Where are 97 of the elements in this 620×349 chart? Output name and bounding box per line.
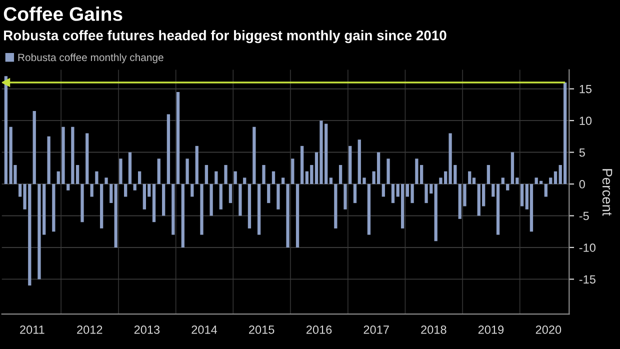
bar <box>282 178 285 184</box>
bar <box>47 136 50 184</box>
y-tick-label: 5 <box>579 148 585 157</box>
x-tick-label: 2015 <box>249 326 274 334</box>
bar <box>110 184 113 204</box>
bar <box>486 164 490 184</box>
bar <box>400 184 404 228</box>
y-tick-label: -15 <box>579 275 596 284</box>
x-tick-label: 2017 <box>364 326 389 334</box>
x-tick-label: 2011 <box>20 326 44 334</box>
bar <box>133 184 136 190</box>
bar <box>344 184 347 210</box>
y-tick-label: 10 <box>580 116 592 125</box>
bar <box>128 152 132 184</box>
chart-subtitle: Robusta coffee futures headed for biggest monthly gain since 2010 <box>4 30 446 44</box>
bar <box>162 184 166 216</box>
bar <box>238 184 242 216</box>
bar <box>104 178 108 184</box>
chart-title: Coffee Gains <box>4 6 122 21</box>
bar <box>468 171 472 184</box>
bar <box>80 184 84 222</box>
bar <box>224 164 228 184</box>
bar <box>186 158 189 184</box>
bar <box>382 184 385 197</box>
bar <box>214 171 218 184</box>
bar <box>276 184 280 210</box>
bar <box>329 178 333 184</box>
bar <box>530 184 534 232</box>
bar <box>86 133 89 184</box>
bar <box>296 184 300 248</box>
bar <box>267 184 270 204</box>
bar <box>100 184 104 228</box>
bar <box>272 171 276 184</box>
bar <box>348 146 352 184</box>
bar <box>119 158 122 184</box>
bar <box>334 184 338 228</box>
bar <box>210 184 213 216</box>
bar <box>124 184 128 197</box>
bar <box>501 178 504 184</box>
bar <box>71 126 74 184</box>
bar <box>376 152 380 184</box>
bar <box>200 184 204 235</box>
bar <box>257 184 261 235</box>
bar <box>181 184 184 248</box>
bar <box>190 184 194 197</box>
bar <box>386 158 390 184</box>
bar <box>114 184 118 248</box>
bar <box>506 184 510 190</box>
bar <box>367 184 371 235</box>
y-tick-label: 0 <box>579 180 585 188</box>
bar <box>434 184 438 242</box>
x-tick-label: 2013 <box>134 326 160 334</box>
bar <box>228 184 232 204</box>
bar <box>195 146 198 184</box>
x-tick-label: 2014 <box>192 326 218 334</box>
bar <box>204 164 208 184</box>
bar <box>138 171 142 184</box>
x-tick-label: 2019 <box>478 326 504 334</box>
bar <box>248 184 252 228</box>
bar <box>539 180 543 184</box>
bar <box>76 164 80 184</box>
bar <box>544 184 548 197</box>
bar <box>520 184 524 206</box>
bar <box>496 184 500 235</box>
x-tick-label: 2016 <box>306 326 332 334</box>
bar <box>391 184 395 204</box>
bar <box>90 184 94 197</box>
bar <box>252 126 256 184</box>
bar <box>286 184 290 248</box>
y-tick-label: -10 <box>579 244 596 252</box>
bar <box>95 171 98 184</box>
bar <box>219 184 222 210</box>
y-tick-label: -5 <box>579 212 589 220</box>
bar <box>291 158 294 184</box>
bar <box>338 164 342 184</box>
x-tick-label: 2018 <box>421 326 446 334</box>
bar <box>176 92 180 184</box>
bar <box>52 184 56 232</box>
bar <box>549 178 552 184</box>
y-axis-title: Percent <box>602 169 612 216</box>
x-tick-label: 2020 <box>536 326 562 334</box>
bar <box>554 171 558 184</box>
bar <box>172 184 175 235</box>
y-tick-label: 15 <box>580 84 592 94</box>
bar <box>66 184 70 190</box>
bar <box>166 114 170 184</box>
bar <box>492 184 495 197</box>
x-tick-label: 2012 <box>77 326 102 334</box>
bar <box>262 164 266 184</box>
bar <box>234 171 237 184</box>
bar <box>300 146 304 184</box>
bar <box>152 184 156 222</box>
legend-label: Robusta coffee monthly change <box>18 53 164 64</box>
bar <box>353 184 357 204</box>
bar <box>243 178 246 184</box>
bar <box>32 111 36 184</box>
bar <box>157 158 160 184</box>
